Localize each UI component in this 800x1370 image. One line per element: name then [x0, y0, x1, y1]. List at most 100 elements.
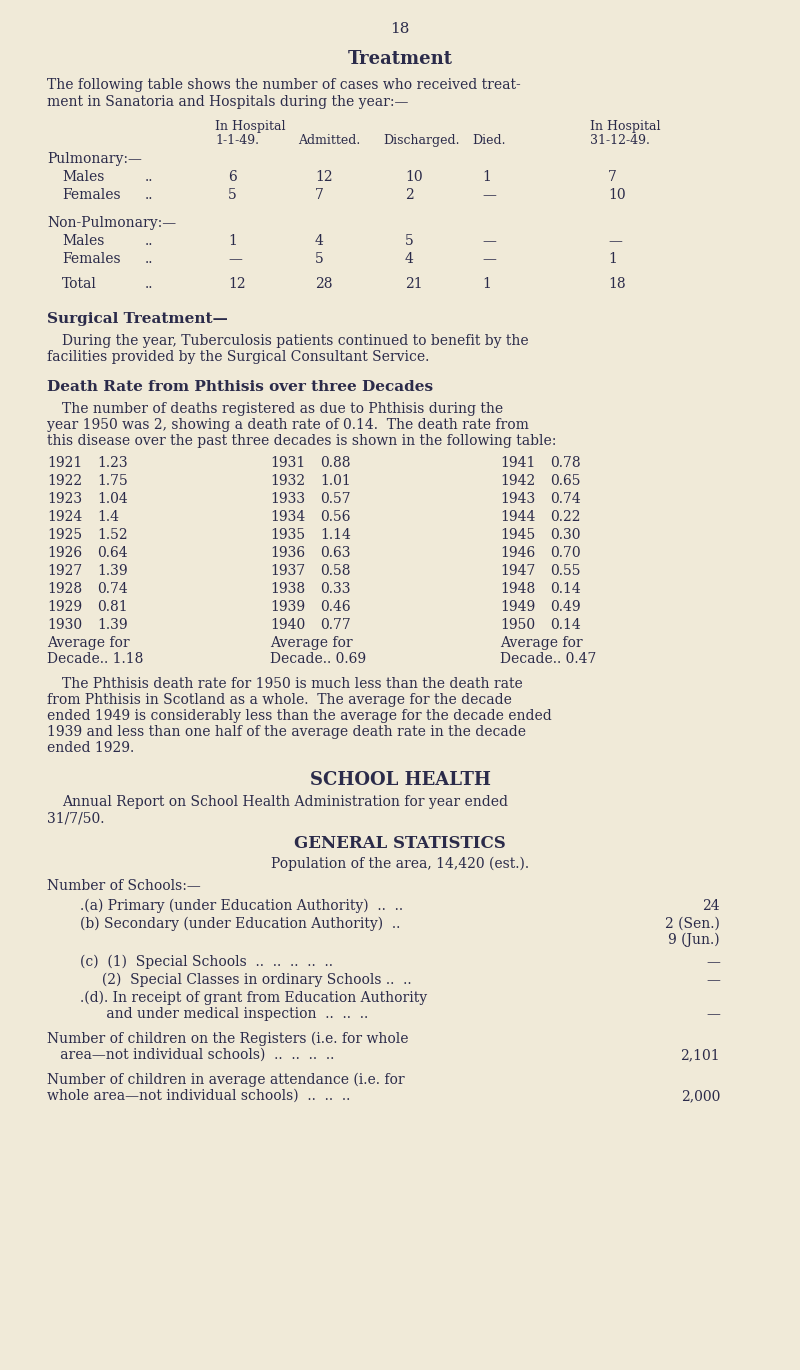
Text: 1: 1 [608, 252, 617, 266]
Text: 1.39: 1.39 [97, 564, 128, 578]
Text: 0.49: 0.49 [550, 600, 581, 614]
Text: 1: 1 [482, 170, 491, 184]
Text: 5: 5 [315, 252, 324, 266]
Text: 1929: 1929 [47, 600, 82, 614]
Text: 31/7/50.: 31/7/50. [47, 811, 105, 825]
Text: 1939: 1939 [270, 600, 305, 614]
Text: 9 (Jun.): 9 (Jun.) [668, 933, 720, 948]
Text: 12: 12 [228, 277, 246, 290]
Text: Males: Males [62, 170, 104, 184]
Text: 0.74: 0.74 [97, 582, 128, 596]
Text: 1943: 1943 [500, 492, 535, 506]
Text: 0.88: 0.88 [320, 456, 350, 470]
Text: (2)  Special Classes in ordinary Schools ..  ..: (2) Special Classes in ordinary Schools … [80, 973, 412, 988]
Text: 10: 10 [405, 170, 422, 184]
Text: Died.: Died. [472, 134, 506, 147]
Text: Pulmonary:—: Pulmonary:— [47, 152, 142, 166]
Text: Annual Report on School Health Administration for year ended: Annual Report on School Health Administr… [62, 795, 508, 810]
Text: —: — [706, 973, 720, 986]
Text: from Phthisis in Scotland as a whole.  The average for the decade: from Phthisis in Scotland as a whole. Th… [47, 693, 512, 707]
Text: this disease over the past three decades is shown in the following table:: this disease over the past three decades… [47, 434, 556, 448]
Text: 1-1-49.: 1-1-49. [215, 134, 259, 147]
Text: 31-12-49.: 31-12-49. [590, 134, 650, 147]
Text: 0.63: 0.63 [320, 547, 350, 560]
Text: 1922: 1922 [47, 474, 82, 488]
Text: 1946: 1946 [500, 547, 535, 560]
Text: —: — [482, 252, 496, 266]
Text: 5: 5 [228, 188, 237, 201]
Text: —: — [608, 234, 622, 248]
Text: 12: 12 [315, 170, 333, 184]
Text: .(d). In receipt of grant from Education Authority: .(d). In receipt of grant from Education… [80, 991, 427, 1006]
Text: and under medical inspection  ..  ..  ..: and under medical inspection .. .. .. [80, 1007, 368, 1021]
Text: 1947: 1947 [500, 564, 535, 578]
Text: 18: 18 [390, 22, 410, 36]
Text: —: — [706, 955, 720, 969]
Text: 1945: 1945 [500, 527, 535, 543]
Text: 1935: 1935 [270, 527, 305, 543]
Text: 1.52: 1.52 [97, 527, 128, 543]
Text: facilities provided by the Surgical Consultant Service.: facilities provided by the Surgical Cons… [47, 349, 430, 364]
Text: 24: 24 [702, 899, 720, 912]
Text: ended 1929.: ended 1929. [47, 741, 134, 755]
Text: 1944: 1944 [500, 510, 535, 523]
Text: Average for: Average for [500, 636, 582, 649]
Text: —: — [482, 234, 496, 248]
Text: 5: 5 [405, 234, 414, 248]
Text: 2: 2 [405, 188, 414, 201]
Text: SCHOOL HEALTH: SCHOOL HEALTH [310, 771, 490, 789]
Text: 1.01: 1.01 [320, 474, 350, 488]
Text: 0.30: 0.30 [550, 527, 581, 543]
Text: Number of children in average attendance (i.e. for: Number of children in average attendance… [47, 1073, 405, 1088]
Text: 0.81: 0.81 [97, 600, 128, 614]
Text: 0.14: 0.14 [550, 582, 581, 596]
Text: 1939 and less than one half of the average death rate in the decade: 1939 and less than one half of the avera… [47, 725, 526, 738]
Text: (c)  (1)  Special Schools  ..  ..  ..  ..  ..: (c) (1) Special Schools .. .. .. .. .. [80, 955, 333, 970]
Text: whole area—not individual schools)  ..  ..  ..: whole area—not individual schools) .. ..… [47, 1089, 350, 1103]
Text: Treatment: Treatment [347, 49, 453, 68]
Text: 2,000: 2,000 [681, 1089, 720, 1103]
Text: Decade.. 0.69: Decade.. 0.69 [270, 652, 366, 666]
Text: Decade.. 0.47: Decade.. 0.47 [500, 652, 596, 666]
Text: 0.56: 0.56 [320, 510, 350, 523]
Text: 1931: 1931 [270, 456, 306, 470]
Text: 0.58: 0.58 [320, 564, 350, 578]
Text: Total: Total [62, 277, 97, 290]
Text: Surgical Treatment—: Surgical Treatment— [47, 312, 228, 326]
Text: 1934: 1934 [270, 510, 306, 523]
Text: 1942: 1942 [500, 474, 535, 488]
Text: 1923: 1923 [47, 492, 82, 506]
Text: 1948: 1948 [500, 582, 535, 596]
Text: 1.14: 1.14 [320, 527, 351, 543]
Text: area—not individual schools)  ..  ..  ..  ..: area—not individual schools) .. .. .. .. [47, 1048, 334, 1062]
Text: 1: 1 [482, 277, 491, 290]
Text: Average for: Average for [270, 636, 353, 649]
Text: 2,101: 2,101 [680, 1048, 720, 1062]
Text: —: — [228, 252, 242, 266]
Text: ..: .. [145, 252, 154, 266]
Text: .(a) Primary (under Education Authority)  ..  ..: .(a) Primary (under Education Authority)… [80, 899, 403, 914]
Text: 0.64: 0.64 [97, 547, 128, 560]
Text: 1933: 1933 [270, 492, 305, 506]
Text: Females: Females [62, 188, 121, 201]
Text: 0.14: 0.14 [550, 618, 581, 632]
Text: (b) Secondary (under Education Authority)  ..: (b) Secondary (under Education Authority… [80, 917, 400, 932]
Text: ..: .. [145, 234, 154, 248]
Text: Population of the area, 14,420 (est.).: Population of the area, 14,420 (est.). [271, 858, 529, 871]
Text: 1927: 1927 [47, 564, 82, 578]
Text: The number of deaths registered as due to Phthisis during the: The number of deaths registered as due t… [62, 401, 503, 416]
Text: 0.46: 0.46 [320, 600, 350, 614]
Text: 1921: 1921 [47, 456, 82, 470]
Text: 0.70: 0.70 [550, 547, 581, 560]
Text: GENERAL STATISTICS: GENERAL STATISTICS [294, 834, 506, 852]
Text: Males: Males [62, 234, 104, 248]
Text: 4: 4 [315, 234, 324, 248]
Text: 0.77: 0.77 [320, 618, 350, 632]
Text: 28: 28 [315, 277, 333, 290]
Text: 0.57: 0.57 [320, 492, 350, 506]
Text: 21: 21 [405, 277, 422, 290]
Text: 1932: 1932 [270, 474, 305, 488]
Text: 4: 4 [405, 252, 414, 266]
Text: Females: Females [62, 252, 121, 266]
Text: 1949: 1949 [500, 600, 535, 614]
